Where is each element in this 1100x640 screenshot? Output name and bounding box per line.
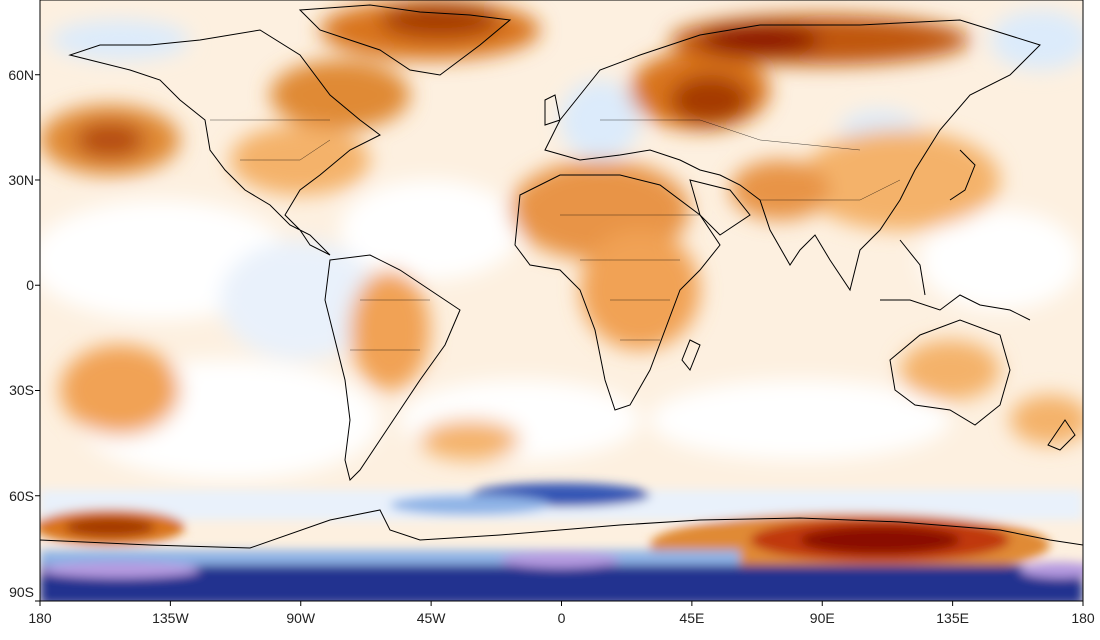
lat-tick-label: 90S [9, 584, 34, 600]
lon-tick-label: 90W [286, 610, 316, 626]
lon-tick-label: 180 [28, 610, 52, 626]
lat-tick-label: 60N [8, 66, 34, 83]
country-borders [210, 119, 901, 351]
lon-tick-label: 180 [1071, 610, 1095, 626]
lon-tick-label: 135W [152, 610, 189, 626]
lon-tick-label: 45W [416, 610, 446, 626]
lat-tick-label: 30N [8, 171, 34, 188]
coastlines [40, 4, 1083, 549]
lat-tick-label: 30S [9, 382, 34, 399]
lon-tick-label: 45E [679, 610, 705, 626]
lat-tick-label: 60S [9, 487, 34, 504]
lon-tick-label: 0 [557, 610, 566, 626]
lon-tick-label: 135E [936, 610, 969, 626]
southern-band [40, 483, 1083, 601]
anomaly-field [40, 0, 1083, 480]
lat-tick-label: 0 [26, 277, 34, 294]
tick-marks [35, 74, 1084, 606]
lon-tick-label: 90E [809, 610, 835, 626]
